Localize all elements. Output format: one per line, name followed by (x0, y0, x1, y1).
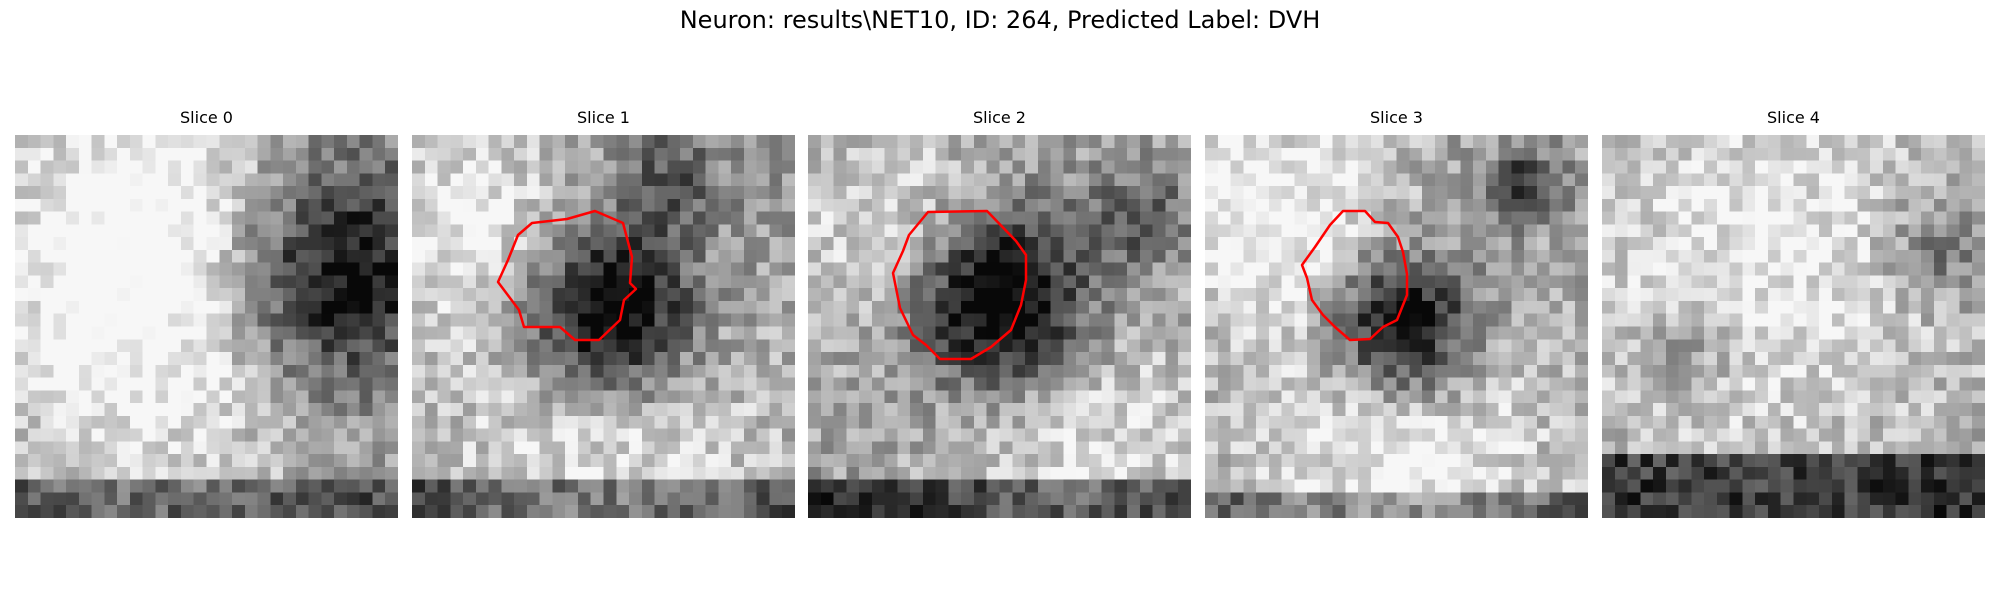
slice-title-2: Slice 2 (973, 108, 1026, 127)
slice-image-2 (808, 135, 1191, 518)
microscopy-image-3 (1205, 135, 1588, 518)
microscopy-image-0 (15, 135, 398, 518)
roi-contour-1 (496, 209, 638, 342)
microscopy-image-1 (412, 135, 795, 518)
slice-title-4: Slice 4 (1767, 108, 1820, 127)
figure-title: Neuron: results\NET10, ID: 264, Predicte… (679, 6, 1321, 34)
slice-title-3: Slice 3 (1370, 108, 1423, 127)
slice-image-1 (412, 135, 795, 518)
roi-contour-3 (1300, 209, 1409, 342)
roi-contour-2 (891, 209, 1028, 361)
slice-image-4 (1602, 135, 1985, 518)
slice-image-3 (1205, 135, 1588, 518)
microscopy-image-4 (1602, 135, 1985, 518)
slice-title-1: Slice 1 (577, 108, 630, 127)
slice-title-0: Slice 0 (180, 108, 233, 127)
slice-image-0 (15, 135, 398, 518)
microscopy-image-2 (808, 135, 1191, 518)
